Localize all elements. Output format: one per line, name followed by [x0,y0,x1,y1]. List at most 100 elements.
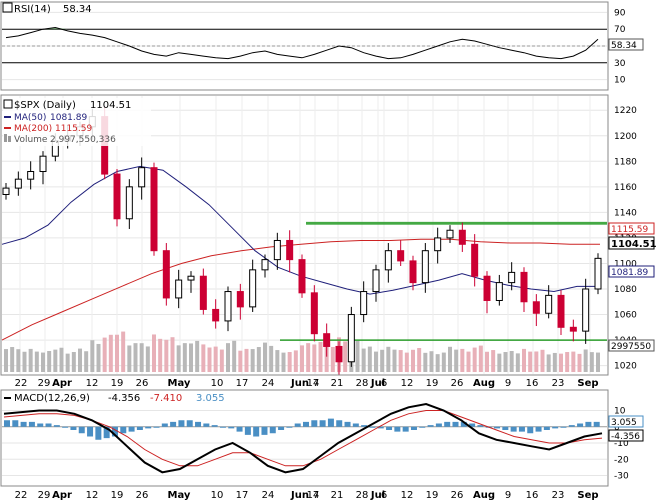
date-label: Apr [52,490,72,501]
macd-tick-label: -30 [614,472,629,482]
macd-histogram-bar [244,426,251,435]
volume-bar [139,343,144,372]
macd-histogram-bar [352,423,359,427]
macd-tick-label: -10 [614,439,629,449]
candle-body [335,345,343,363]
macd-histogram-bar [577,423,584,427]
volume-bar [145,346,150,372]
macd-histogram-bar [477,425,484,427]
macd-histogram-bar [228,426,235,429]
volume-bar [121,331,126,372]
price-tick-label: 1200 [614,132,637,142]
legend-volume-label: Volume [14,135,48,145]
macd-signal-line [3,410,603,467]
candle-body [594,257,602,290]
macd-histogram-bar [45,423,52,427]
volume-bar [392,349,397,372]
volume-bar [41,352,45,372]
macd-histogram-bar [552,426,559,429]
volume-bar [528,351,533,372]
macd-histogram-bar [435,423,442,427]
volume-bar [534,351,539,372]
volume-bar [472,347,477,372]
date-label: 22 [15,490,28,501]
macd-histogram-bar [12,420,19,427]
volume-bar [84,351,89,372]
volume-bar [293,350,298,372]
volume-bar [583,349,588,372]
macd-histogram-bar [195,421,202,427]
date-label: 7 [313,378,319,389]
date-label: Sep [577,378,598,389]
macd-histogram-bar [62,426,69,428]
macd-histogram-bar [261,426,268,435]
candle-body [286,239,294,261]
candle-body [39,155,47,173]
date-label: Jul [370,378,385,389]
price-tick-label: 1080 [614,285,637,295]
volume-bar [429,351,434,372]
macd-histogram-bar [28,421,35,427]
date-label: 7 [313,490,319,501]
price-tick-label: 1020 [614,362,637,372]
volume-bar [423,352,428,372]
volume-bar [300,345,304,372]
macd-histogram-bar [20,421,27,427]
macd-histogram-bar [452,421,459,427]
legend-symbol: $SPX (Daily) [14,100,76,111]
volume-bar [386,346,391,372]
candle-body [372,269,380,293]
volume-bar [546,354,551,372]
volume-bar [189,343,193,372]
macd-histogram-bar [161,423,168,427]
legend-swatch-price [3,99,13,109]
date-label: Jul [370,490,385,501]
date-label: 22 [15,378,28,389]
rsi-tick-label: 30 [614,59,626,69]
macd-histogram-bar [386,426,393,430]
volume-bar [90,340,95,372]
macd-histogram-bar [518,426,525,432]
candle-body [471,243,479,277]
candle-body [508,271,516,284]
date-label: 21 [331,490,344,501]
date-label: Apr [52,378,72,389]
candle-body [2,187,10,195]
macd-histogram-bar [37,423,44,427]
macd-tick-label: 0 [614,423,620,433]
candle-body [175,279,183,299]
volume-bar [182,343,187,372]
volume-bar [491,350,496,372]
volume-bar [244,348,249,372]
volume-bar [263,342,267,372]
macd-legend-label: MACD(12,26,9) [14,393,90,404]
candle-body [162,250,170,299]
macd-histogram [4,418,600,440]
macd-histogram-bar [460,421,467,427]
volume-bar [497,353,502,372]
date-label: 9 [505,490,511,501]
rsi-tick-label: 70 [614,25,626,35]
macd-legend-value-hist: 3.055 [196,393,225,404]
rsi-value-badge-text: 58.34 [611,41,637,51]
date-label: 6 [381,378,387,389]
date-label: 19 [111,378,124,389]
price-tick-label: 1160 [614,183,637,193]
macd-histogram-bar [361,425,368,427]
volume-bar [398,350,403,372]
date-label: 12 [401,490,414,501]
volume-bar [59,347,64,372]
volume-bar [16,349,21,372]
volume-bar [28,348,33,372]
volume-bar [65,353,70,372]
macd-line [3,402,603,474]
macd-frame [0,389,609,487]
volume-bar [355,340,360,372]
candle-body [113,173,121,220]
legend-ma200-value: 1115.59 [55,124,92,134]
rsi-legend-swatch [2,2,13,13]
candle-body [409,260,417,284]
date-label: 28 [356,490,369,501]
volume-bar [478,345,483,372]
